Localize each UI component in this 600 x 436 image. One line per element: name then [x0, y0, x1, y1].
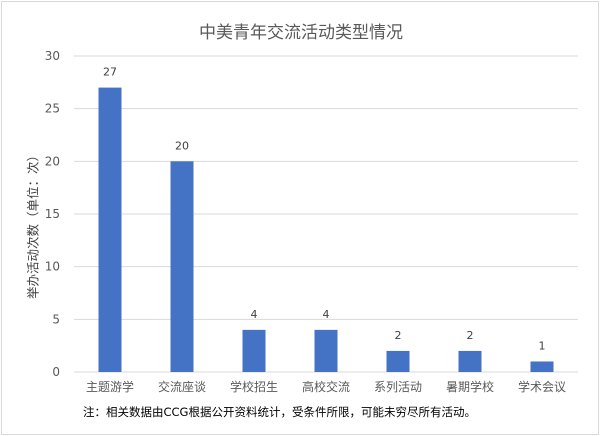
x-tick-label: 高校交流 [302, 379, 350, 394]
y-tick-label: 5 [52, 312, 60, 326]
chart-title: 中美青年交流活动类型情况 [199, 23, 403, 43]
bar [530, 361, 554, 372]
data-label: 4 [323, 308, 330, 321]
data-label: 1 [539, 339, 546, 352]
y-tick-label: 30 [45, 49, 60, 63]
bar [98, 87, 122, 372]
y-tick-label: 25 [45, 102, 60, 116]
y-axis-label: 举办活动次数（单位：次） [25, 148, 41, 300]
x-tick-label: 系列活动 [374, 380, 422, 394]
data-label: 2 [467, 329, 474, 342]
data-label: 4 [251, 308, 258, 321]
y-tick-label: 0 [52, 365, 60, 379]
bar [458, 350, 482, 372]
x-tick-label: 主题游学 [86, 379, 134, 394]
data-label: 2 [395, 329, 402, 342]
data-label: 27 [103, 66, 117, 79]
footnote: 注：相关数据由CCG根据公开资料统计，受条件所限，可能未穷尽所有活动。 [83, 405, 476, 419]
x-tick-label: 交流座谈 [158, 379, 206, 394]
x-tick-label: 学校招生 [230, 379, 278, 394]
bar [314, 329, 338, 372]
bar [242, 329, 266, 372]
x-tick-label: 学术会议 [518, 379, 566, 394]
y-tick-label: 10 [45, 260, 60, 274]
x-tick-label: 暑期学校 [446, 379, 494, 394]
data-label: 20 [175, 139, 189, 152]
bar [170, 161, 194, 372]
bar [386, 350, 410, 372]
y-tick-label: 15 [45, 207, 60, 221]
y-tick-label: 20 [45, 154, 60, 168]
